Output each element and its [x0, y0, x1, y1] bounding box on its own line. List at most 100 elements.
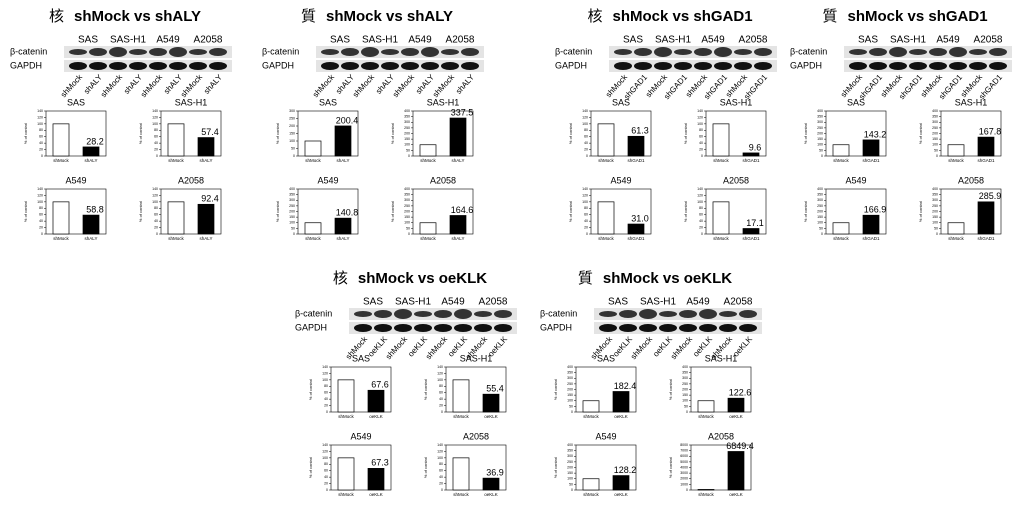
blot-band — [889, 62, 907, 70]
y-axis-label: % of control — [683, 201, 688, 222]
chart-title: SAS-H1 — [427, 97, 460, 107]
y-tick-label: 80 — [154, 128, 158, 132]
lane-label: shMock — [431, 72, 457, 99]
chart-title: A549 — [350, 431, 371, 441]
chart-title: SAS-H1 — [720, 97, 753, 107]
blot-band — [679, 324, 697, 332]
y-tick-label: 200 — [289, 209, 295, 213]
x-tick-label: shMock — [713, 158, 729, 163]
x-tick-label: shMock — [598, 158, 614, 163]
y-tick-label: 50 — [291, 146, 295, 150]
bar — [368, 390, 384, 412]
bar — [450, 118, 466, 156]
value-label: 122.6 — [729, 388, 752, 398]
blot-band — [149, 48, 167, 56]
y-tick-label: 50 — [406, 226, 410, 230]
x-tick-label: shALY — [337, 158, 350, 163]
chart-title: A549 — [610, 175, 631, 185]
blot-band — [109, 62, 127, 70]
y-tick-label: 250 — [817, 204, 823, 208]
bar — [628, 224, 644, 234]
x-tick-label: shMock — [305, 236, 321, 241]
blot-band — [401, 62, 419, 70]
y-tick-label: 120 — [582, 115, 588, 119]
y-tick-label: 60 — [324, 469, 328, 473]
chart-title: SAS — [612, 97, 630, 107]
x-tick-label: shALY — [85, 158, 98, 163]
panel-title-text: shMock vs shALY — [326, 8, 453, 25]
bar — [53, 202, 69, 234]
x-tick-label: shMock — [833, 236, 849, 241]
blot-band — [699, 324, 717, 332]
value-label: 285.9 — [979, 191, 1002, 201]
chart-title: A549 — [845, 175, 866, 185]
y-tick-label: 60 — [584, 213, 588, 217]
y-tick-label: 100 — [932, 143, 938, 147]
blot-band — [639, 324, 657, 332]
lane-label: shMock — [139, 72, 165, 99]
cell-line-label: A549 — [408, 35, 432, 46]
chart-title: A2058 — [463, 431, 489, 441]
y-tick-label: 0 — [326, 488, 328, 492]
value-label: 182.4 — [614, 381, 637, 391]
y-axis-label: % of control — [275, 201, 280, 222]
y-tick-label: 140 — [322, 365, 328, 369]
y-tick-label: 140 — [437, 365, 443, 369]
x-tick-label: oeKLK — [369, 492, 383, 497]
blot-band — [474, 324, 492, 332]
panel-mark: 質 — [822, 7, 837, 25]
bar — [948, 223, 964, 234]
blot-band — [694, 62, 712, 70]
blot-band — [719, 311, 737, 317]
chart-title: SAS — [319, 97, 337, 107]
y-tick-label: 50 — [934, 148, 938, 152]
value-label: 164.6 — [451, 205, 474, 215]
y-tick-label: 150 — [817, 137, 823, 141]
x-tick-label: shALY — [452, 236, 465, 241]
y-tick-label: 0 — [821, 232, 823, 236]
blot-band — [674, 49, 692, 55]
value-label: 67.3 — [371, 458, 389, 468]
panel-title-text: shMock vs shGAD1 — [612, 8, 752, 25]
blot-band — [634, 48, 652, 56]
x-tick-label: shMock — [583, 414, 599, 419]
y-tick-label: 0 — [586, 232, 588, 236]
x-tick-label: shMock — [713, 236, 729, 241]
bar — [743, 153, 759, 156]
y-tick-label: 150 — [289, 215, 295, 219]
blot-band — [909, 49, 927, 55]
y-tick-label: 400 — [404, 109, 410, 113]
y-axis-label: % of control — [423, 379, 428, 400]
y-axis-label: % of control — [138, 123, 143, 144]
panel-title-text: shMock vs shALY — [74, 8, 201, 25]
y-tick-label: 40 — [154, 141, 158, 145]
y-tick-label: 20 — [154, 147, 158, 151]
y-tick-label: 50 — [934, 226, 938, 230]
x-tick-label: oeKLK — [369, 414, 383, 419]
y-tick-label: 140 — [697, 109, 703, 113]
lane-label: shALY — [454, 72, 477, 96]
bar — [863, 215, 879, 234]
y-axis-label: % of control — [23, 123, 28, 144]
y-tick-label: 350 — [289, 193, 295, 197]
blot-band — [739, 324, 757, 332]
y-tick-label: 150 — [404, 215, 410, 219]
x-tick-label: shMock — [948, 236, 964, 241]
blot-band — [909, 62, 927, 70]
y-tick-label: 120 — [322, 371, 328, 375]
y-axis-label: % of control — [308, 457, 313, 478]
y-tick-label: 40 — [154, 219, 158, 223]
y-tick-label: 350 — [682, 371, 688, 375]
y-tick-label: 40 — [439, 397, 443, 401]
blot-band — [189, 49, 207, 55]
x-tick-label: shMock — [305, 158, 321, 163]
blot-band — [394, 324, 412, 332]
chart-title: SAS-H1 — [955, 97, 988, 107]
y-tick-label: 100 — [582, 200, 588, 204]
x-tick-label: shMock — [698, 492, 714, 497]
y-tick-label: 250 — [817, 126, 823, 130]
bar — [698, 489, 714, 490]
lane-label: shMock — [59, 72, 85, 99]
blot-band — [394, 309, 412, 319]
